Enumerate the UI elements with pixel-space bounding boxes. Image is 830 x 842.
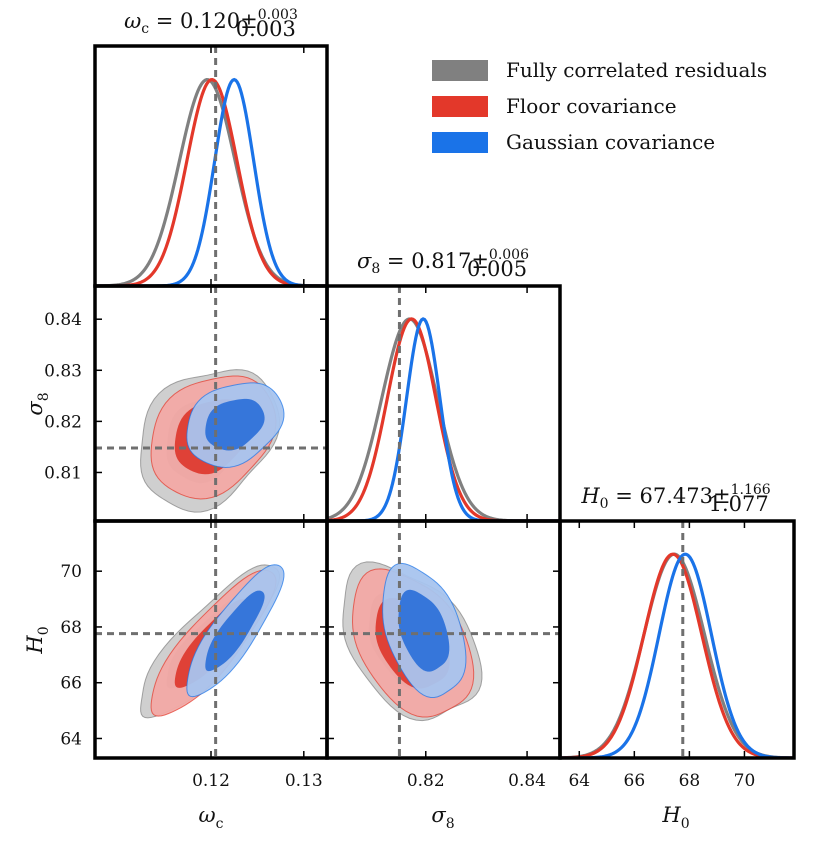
legend-swatch (432, 96, 488, 117)
title-H0-lower: 1.077 (709, 492, 769, 516)
y-tick-label: 68 (60, 618, 82, 638)
y-tick-label: 0.84 (44, 310, 82, 330)
legend: Fully correlated residuals Floor covarian… (432, 58, 767, 154)
marginal-panel-sigma_8 (327, 286, 560, 521)
marginal-panel-omega_c (95, 46, 327, 286)
marginal-curve (560, 552, 794, 758)
x-tick-label: 0.82 (407, 771, 445, 791)
panel-frame (558, 519, 796, 760)
title-omega-c: ωc = 0.120±0.003 (124, 7, 298, 37)
x-tick-label: 0.13 (285, 771, 323, 791)
marginal-curve (327, 317, 560, 521)
x-tick-label: 0.12 (192, 771, 230, 791)
contour-68 (205, 398, 265, 451)
title-sigma-8: σ8 = 0.817±0.006 (357, 247, 529, 277)
y-tick-label: 70 (60, 562, 82, 582)
marginal-curve (95, 77, 327, 286)
x-axis-label-sigma-8: σ8 (431, 803, 454, 832)
contour-panel-sigma_8-H_0 (327, 521, 560, 758)
x-tick-label: 66 (624, 771, 646, 791)
x-axis-label-H0: H0 (661, 803, 689, 832)
panel-frame (325, 284, 562, 523)
legend-swatch (432, 132, 488, 153)
legend-label: Fully correlated residuals (506, 58, 767, 82)
legend-label: Floor covariance (506, 94, 677, 118)
y-tick-label: 0.82 (44, 412, 82, 432)
contour-panel-omega_c-H_0 (95, 521, 327, 758)
legend-swatch (432, 60, 488, 81)
y-tick-label: 0.81 (44, 463, 82, 483)
y-tick-label: 64 (60, 729, 82, 749)
x-tick-label: 64 (568, 771, 590, 791)
marginal-curve (560, 552, 794, 758)
x-axis-label-omega-c: ωc (199, 803, 224, 832)
contour-panel-omega_c-sigma_8 (95, 286, 327, 521)
x-tick-label: 0.84 (508, 771, 546, 791)
x-tick-label: 68 (679, 771, 701, 791)
x-tick-label: 70 (734, 771, 756, 791)
y-axis-label-H0: H0 (23, 626, 52, 654)
contour-68 (398, 589, 450, 672)
y-tick-label: 0.83 (44, 361, 82, 381)
contour-68 (205, 590, 265, 672)
legend-label: Gaussian covariance (506, 130, 715, 154)
title-sigma-8-lower: 0.005 (467, 257, 527, 281)
marginal-panel-H_0 (560, 521, 794, 758)
y-tick-label: 66 (60, 674, 82, 694)
title-H0: H0 = 67.473±1.166 (580, 482, 770, 512)
marginal-curve (560, 552, 794, 758)
title-omega-c-lower: 0.003 (236, 17, 296, 41)
